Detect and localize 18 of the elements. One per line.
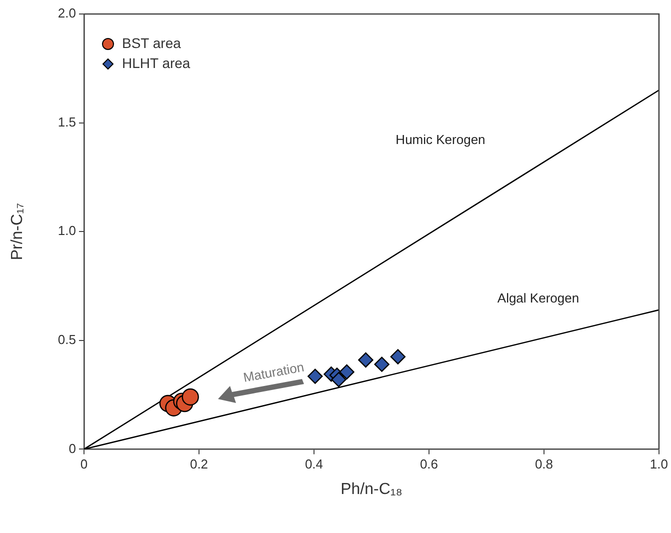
x-tick-label: 0 xyxy=(80,456,88,472)
y-axis-title: Pr/n-C₁₇ xyxy=(9,203,26,260)
y-tick-label: 2.0 xyxy=(58,6,76,21)
y-tick-label: 0.5 xyxy=(58,332,76,347)
x-axis-title: Ph/n-C₁₈ xyxy=(340,480,402,498)
legend-label: HLHT area xyxy=(122,54,190,71)
y-tick-label: 1.5 xyxy=(58,114,76,130)
y-tick-label: 1.0 xyxy=(58,223,76,238)
annotation: Algal Kerogen xyxy=(497,290,580,306)
x-tick-label: 0.6 xyxy=(420,456,438,472)
x-tick-label: 0.2 xyxy=(190,456,208,472)
x-tick-label: 1.0 xyxy=(650,456,668,472)
annotation: Humic Kerogen xyxy=(396,132,486,147)
legend-label: BST area xyxy=(122,34,182,51)
y-tick-label: 0 xyxy=(68,440,76,456)
x-tick-label: 0.8 xyxy=(534,456,554,472)
x-tick-label: 0.4 xyxy=(304,456,324,472)
annotation: Maturation xyxy=(242,359,306,386)
